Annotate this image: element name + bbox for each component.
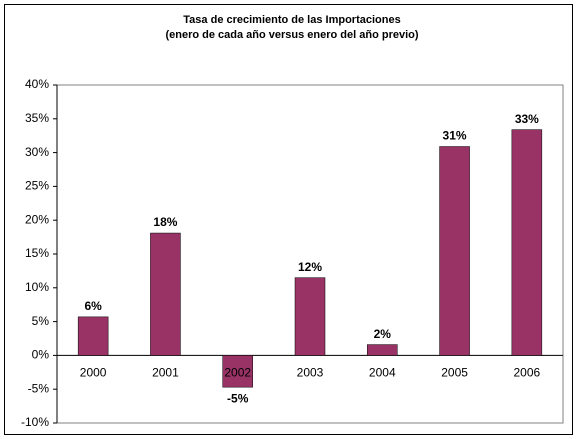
value-label: 18% (153, 215, 177, 229)
bar (439, 146, 470, 356)
x-tick-label: 2003 (297, 366, 324, 380)
x-tick-label: 2005 (441, 366, 468, 380)
y-tick-label: 40% (25, 77, 49, 91)
bar (222, 355, 253, 388)
x-tick-label: 2004 (369, 366, 396, 380)
y-tick-label: 20% (25, 212, 49, 226)
y-tick-label: 25% (25, 179, 49, 193)
bar (150, 232, 181, 356)
chart-title: Tasa de crecimiento de las Importaciones (183, 14, 400, 26)
y-tick-label: 15% (25, 246, 49, 260)
bar (77, 316, 109, 356)
value-label: -5% (227, 391, 249, 405)
x-tick-label: 2002 (224, 366, 251, 380)
chart-subtitle: (enero de cada año versus enero del año … (165, 29, 418, 41)
value-label: 12% (298, 260, 322, 274)
y-tick-label: -5% (28, 381, 50, 395)
x-tick-label: 2000 (80, 366, 107, 380)
x-tick-label: 2001 (152, 366, 179, 380)
y-tick-label: 35% (25, 111, 49, 125)
bar (367, 344, 398, 356)
value-label: 6% (84, 299, 102, 313)
x-tick-label: 2006 (514, 366, 541, 380)
chart-border (4, 4, 573, 435)
value-label: 31% (443, 129, 467, 143)
y-tick-label: 30% (25, 145, 49, 159)
y-tick-label: 10% (25, 280, 49, 294)
y-tick-label: -10% (21, 415, 49, 429)
value-label: 2% (374, 327, 392, 341)
y-tick-label: 5% (32, 314, 50, 328)
bar (511, 129, 543, 356)
value-label: 33% (515, 112, 539, 126)
bar (294, 277, 326, 356)
y-tick-label: 0% (32, 348, 50, 362)
